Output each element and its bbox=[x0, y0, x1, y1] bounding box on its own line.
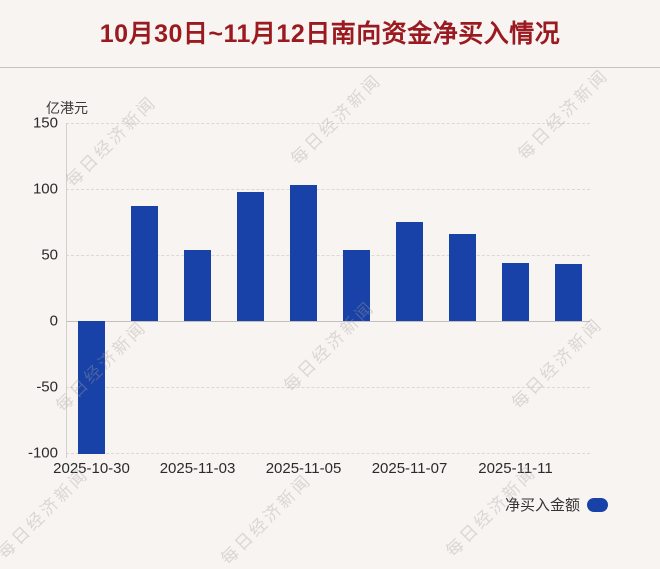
watermark-text: 每日经济新闻 bbox=[217, 470, 316, 569]
title-separator bbox=[0, 67, 660, 68]
watermark-text: 每日经济新闻 bbox=[514, 65, 613, 164]
y-axis-unit-label: 亿港元 bbox=[46, 100, 88, 116]
y-tick-label: 0 bbox=[49, 312, 58, 330]
bar bbox=[290, 185, 317, 321]
gridline bbox=[66, 453, 590, 454]
chart-canvas: 10月30日~11月12日南向资金净买入情况 亿港元 150 100 50 0 -50 -… bbox=[0, 20, 660, 569]
y-tick-label: 50 bbox=[41, 246, 58, 264]
y-tick-label: 100 bbox=[32, 180, 58, 198]
x-tick-label: 2025-11-05 bbox=[265, 460, 342, 477]
chart-title: 10月30日~11月12日南向资金净买入情况 bbox=[99, 20, 561, 48]
x-tick-label: 2025-11-03 bbox=[159, 460, 236, 477]
bar bbox=[396, 222, 423, 321]
legend-label: 净买入金额 bbox=[504, 497, 580, 514]
bar bbox=[131, 206, 158, 321]
bar bbox=[78, 321, 105, 455]
gridline bbox=[66, 387, 590, 388]
gridline bbox=[66, 123, 590, 124]
bar bbox=[343, 249, 370, 321]
x-tick-label: 2025-11-11 bbox=[478, 460, 553, 477]
y-axis-line bbox=[66, 123, 67, 458]
y-tick-label: -100 bbox=[27, 444, 58, 462]
legend-marker-icon bbox=[587, 497, 608, 512]
zero-axis-line bbox=[66, 321, 590, 322]
y-tick-label: -50 bbox=[36, 378, 58, 396]
x-tick-label: 2025-11-07 bbox=[371, 460, 448, 477]
gridline bbox=[66, 189, 590, 190]
watermark-text: 每日经济新闻 bbox=[508, 314, 607, 413]
watermark-text: 每日经济新闻 bbox=[287, 70, 386, 169]
gridline bbox=[66, 255, 590, 256]
bar bbox=[449, 233, 476, 321]
bar bbox=[184, 249, 211, 321]
legend: 净买入金额 bbox=[505, 494, 608, 515]
x-tick-label: 2025-10-30 bbox=[53, 460, 130, 477]
bar bbox=[502, 262, 529, 321]
bar bbox=[555, 264, 582, 321]
y-tick-label: 150 bbox=[32, 114, 58, 132]
bar bbox=[237, 191, 264, 321]
